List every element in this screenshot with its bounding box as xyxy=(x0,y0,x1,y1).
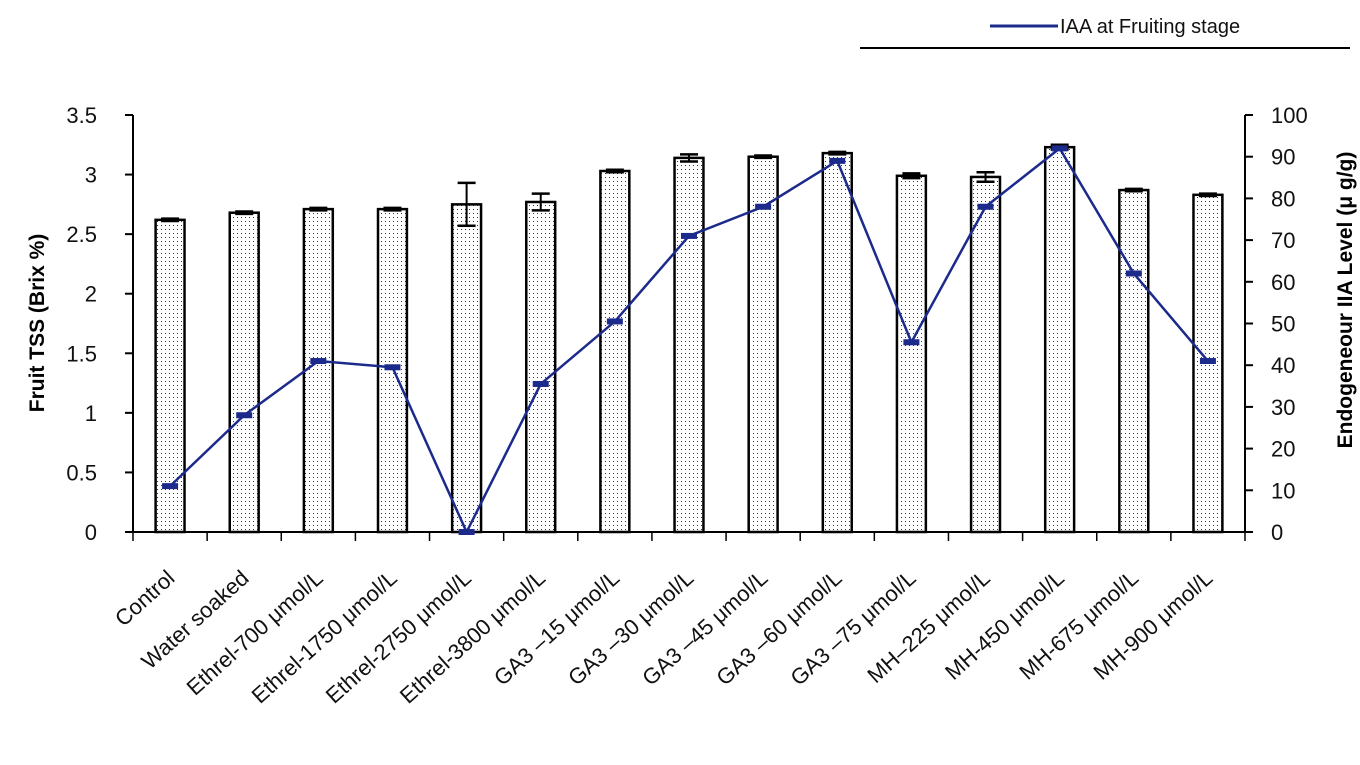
bar xyxy=(154,218,186,534)
y2-tick-label: 40 xyxy=(1271,353,1295,378)
bar xyxy=(1192,193,1224,534)
series-point-iaa xyxy=(829,157,846,164)
x-tick-label: GA3 –45 μmol/L xyxy=(637,565,772,690)
x-tick-label: GA3 –15 μmol/L xyxy=(489,565,624,690)
y2-tick-label: 70 xyxy=(1271,228,1295,253)
series-point-iaa xyxy=(310,358,327,365)
series-point-iaa xyxy=(903,339,920,346)
y2-tick-label: 90 xyxy=(1271,145,1295,170)
bar xyxy=(450,203,483,534)
series-point-iaa xyxy=(1125,270,1142,277)
series-point-iaa xyxy=(384,364,401,371)
series-point-iaa xyxy=(755,203,772,210)
bar xyxy=(302,207,335,534)
y-tick-label: 2.5 xyxy=(66,222,97,247)
x-tick-label: Control xyxy=(110,565,179,631)
y2-axis-title: Endogeneour IIA Level (μ g/g) xyxy=(1334,152,1357,449)
y2-tick-label: 20 xyxy=(1271,437,1295,462)
y2-tick-label: 30 xyxy=(1271,395,1295,420)
y-tick-label: 1 xyxy=(85,401,97,426)
y2-tick-label: 50 xyxy=(1271,312,1295,337)
y-tick-label: 1.5 xyxy=(66,341,97,366)
bar xyxy=(376,207,409,534)
series-point-iaa xyxy=(681,232,697,239)
series-point-iaa xyxy=(236,412,253,419)
y-tick-label: 3 xyxy=(85,163,97,188)
bar xyxy=(673,156,705,534)
legend-label: IAA at Fruiting stage xyxy=(1060,16,1240,38)
bar xyxy=(969,175,1002,534)
bar xyxy=(599,169,631,534)
x-tick-label: GA3 –75 μmol/L xyxy=(786,565,921,690)
y2-tick-label: 60 xyxy=(1271,270,1295,295)
y-tick-label: 2 xyxy=(85,282,97,307)
series-point-iaa xyxy=(977,203,994,210)
series-point-iaa xyxy=(1199,358,1216,365)
bar xyxy=(1043,145,1076,534)
bar xyxy=(525,200,557,534)
y2-tick-label: 0 xyxy=(1271,520,1283,545)
series-point-iaa xyxy=(532,380,549,387)
legend: IAA at Fruiting stage xyxy=(860,16,1350,49)
series-point-iaa xyxy=(458,529,475,535)
y2-tick-label: 100 xyxy=(1271,103,1308,128)
y2-tick-label: 80 xyxy=(1271,186,1295,211)
y-axis-title: Fruit TSS (Brix %) xyxy=(26,234,49,413)
series-point-iaa xyxy=(162,483,179,490)
series-point-iaa xyxy=(606,318,623,325)
y2-tick-label: 10 xyxy=(1271,478,1295,503)
y-tick-label: 3.5 xyxy=(66,103,97,128)
bar xyxy=(1118,188,1150,534)
x-tick-label: GA3 –60 μmol/L xyxy=(711,565,846,690)
series-point-iaa xyxy=(1051,145,1068,152)
x-tick-label: Ethrel-700 μmol/L xyxy=(182,565,328,700)
plot-area: 0 0.5 1 1.5 2 2.5 3 3.5 0 10 20 30 40 50 60 70 80 90 100 Co… xyxy=(66,103,1307,708)
bar xyxy=(895,174,928,534)
bar xyxy=(747,155,779,534)
y-tick-label: 0.5 xyxy=(66,460,97,485)
y-tick-label: 0 xyxy=(85,520,97,545)
bar xyxy=(228,211,260,534)
x-tick-label: GA3 –30 μmol/L xyxy=(563,565,698,690)
bar xyxy=(821,151,853,534)
